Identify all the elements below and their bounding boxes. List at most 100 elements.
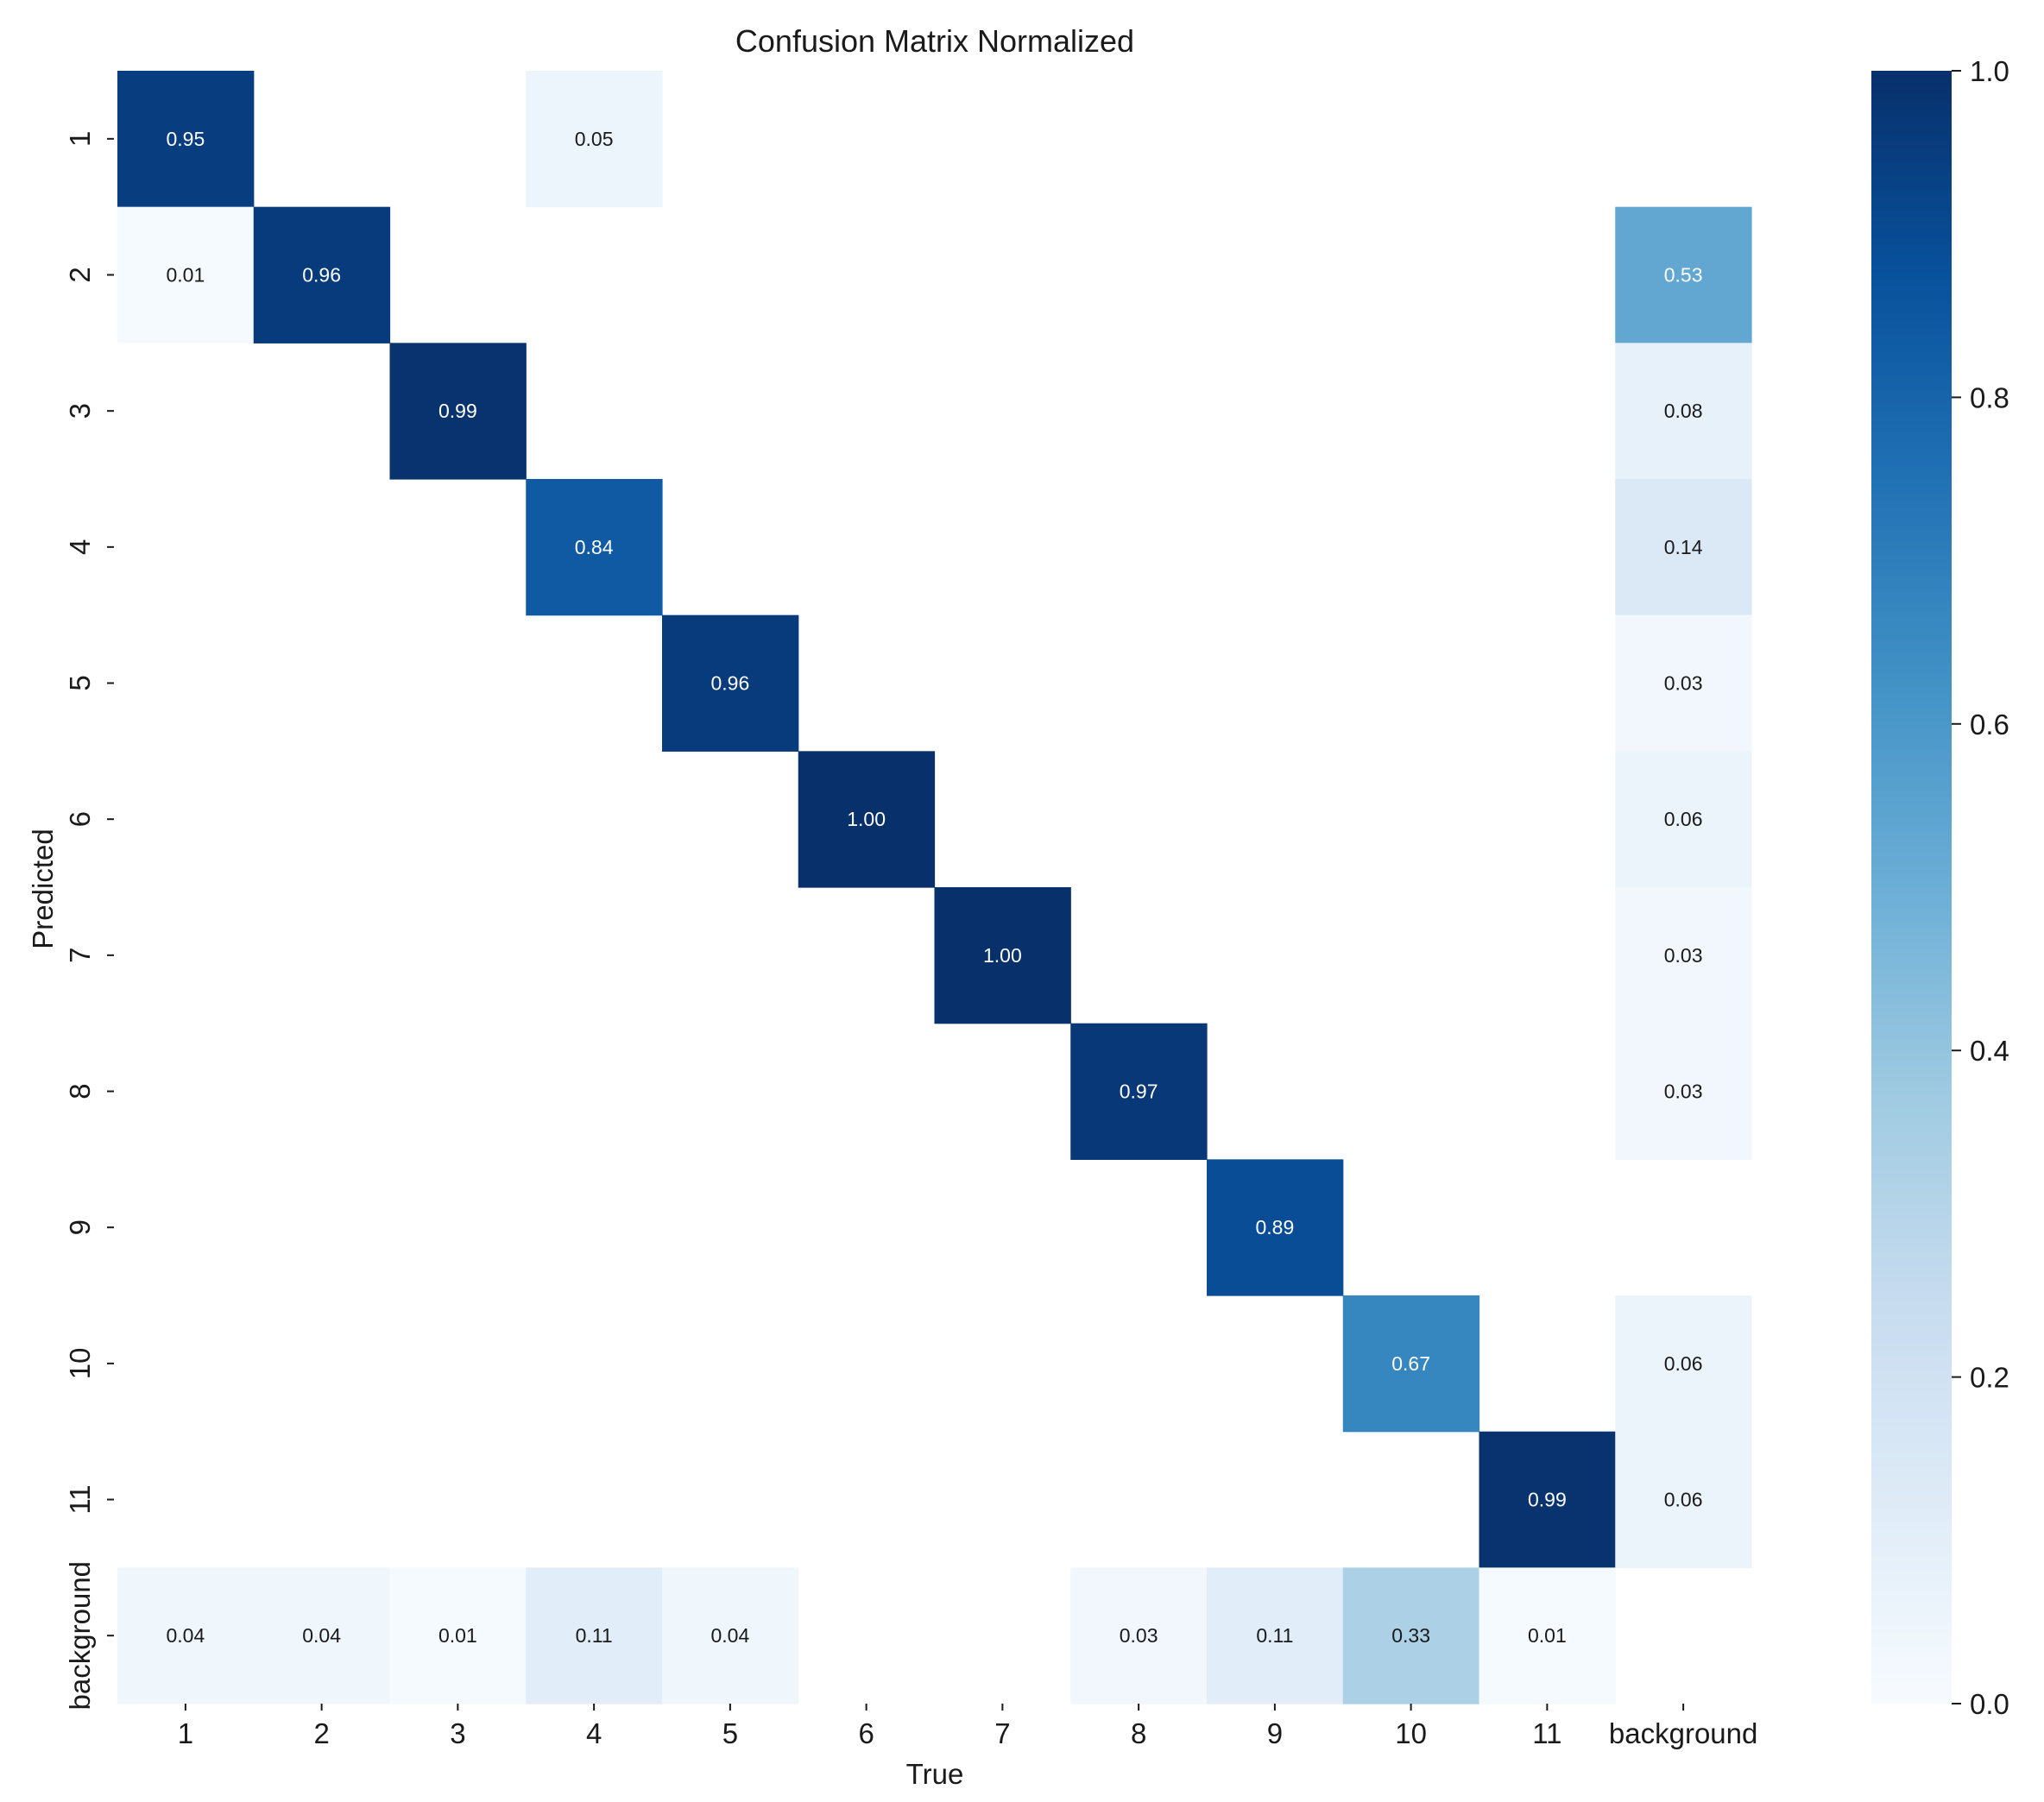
y-tick-label: 3 xyxy=(64,403,96,419)
cell-value-label: 0.95 xyxy=(166,128,205,150)
cell-value-label: 0.01 xyxy=(166,264,205,287)
chart-title: Confusion Matrix Normalized xyxy=(735,23,1134,59)
cell-value-label: 0.67 xyxy=(1391,1352,1430,1375)
heatmap-cell xyxy=(662,1567,799,1704)
x-tick-label: 4 xyxy=(586,1717,602,1749)
heatmap-cell xyxy=(1070,1023,1208,1160)
heatmap-cell xyxy=(1207,1159,1344,1296)
cell-value-label: 0.04 xyxy=(302,1624,341,1647)
heatmap-cell xyxy=(1342,1567,1480,1704)
cell-value-label: 0.97 xyxy=(1120,1081,1158,1103)
colorbar-ticks: 0.0 0.2 0.4 0.6 0.8 1.0 xyxy=(1952,55,2009,1720)
heatmap-cell xyxy=(1342,1295,1480,1433)
cell-value-label: 0.84 xyxy=(575,536,614,558)
x-tick-label: 11 xyxy=(1532,1717,1561,1749)
x-axis-label: True xyxy=(906,1758,964,1790)
colorbar-tick-label: 1.0 xyxy=(1970,55,2009,87)
heatmap-cell xyxy=(253,1567,391,1704)
cell-value-label: 0.06 xyxy=(1664,1489,1703,1511)
x-tick-label: background xyxy=(1609,1717,1757,1749)
colorbar-tick-label: 0.6 xyxy=(1970,709,2009,740)
x-axis-ticks: 1 2 3 4 5 6 7 8 9 10 11 background xyxy=(178,1704,1757,1749)
cell-value-label: 0.06 xyxy=(1664,1352,1703,1375)
colorbar-tick-label: 0.8 xyxy=(1970,381,2009,413)
heatmap-cell xyxy=(253,206,391,343)
y-tick-label: background xyxy=(64,1561,96,1710)
x-tick-label: 1 xyxy=(178,1717,193,1749)
cell-value-label: 0.08 xyxy=(1664,400,1703,422)
heatmap-cell xyxy=(1615,479,1752,616)
heatmap-cell xyxy=(1615,206,1752,343)
cell-value-label: 0.96 xyxy=(710,672,749,695)
x-tick-label: 3 xyxy=(450,1717,465,1749)
heatmap-cell xyxy=(1479,1567,1616,1704)
cell-value-label: 0.11 xyxy=(576,1624,613,1647)
colorbar-tick-label: 0.2 xyxy=(1970,1362,2009,1394)
cell-value-label: 0.06 xyxy=(1664,808,1703,830)
heatmap-cell xyxy=(117,206,255,343)
y-tick-label: 10 xyxy=(64,1348,96,1380)
cell-value-label: 0.04 xyxy=(166,1624,205,1647)
heatmap-cell xyxy=(389,1567,527,1704)
colorbar-tick-label: 0.0 xyxy=(1970,1688,2009,1720)
cell-value-label: 0.01 xyxy=(438,1624,477,1647)
y-axis-ticks: 1 2 3 4 5 6 7 8 9 10 11 background xyxy=(64,131,114,1710)
cell-value-label: 0.01 xyxy=(1528,1624,1567,1647)
cell-value-label: 0.14 xyxy=(1664,536,1703,558)
heatmap-cell xyxy=(526,479,663,616)
x-tick-label: 2 xyxy=(313,1717,329,1749)
cell-value-label: 1.00 xyxy=(847,808,886,830)
cell-value-label: 0.05 xyxy=(575,128,614,150)
colorbar-tick-label: 0.4 xyxy=(1970,1035,2009,1067)
heatmap-cell xyxy=(1479,1431,1616,1568)
cell-value-label: 0.04 xyxy=(710,1624,749,1647)
x-tick-label: 10 xyxy=(1395,1717,1427,1749)
cell-value-label: 0.03 xyxy=(1664,672,1703,695)
heatmap-cells: 0.95 0.05 0.01 0.96 0.53 0.99 0.08 0.84 0.14 0.96… xyxy=(117,71,1752,1704)
heatmap-cell xyxy=(1207,1567,1344,1704)
heatmap-cell xyxy=(526,1567,663,1704)
heatmap-cell xyxy=(117,1567,255,1704)
y-tick-label: 1 xyxy=(64,131,96,147)
y-tick-label: 5 xyxy=(64,675,96,690)
heatmap-cell xyxy=(389,343,527,480)
heatmap-cell xyxy=(1070,1567,1208,1704)
heatmap-cell xyxy=(1615,1431,1752,1568)
heatmap-cell xyxy=(1615,614,1752,752)
y-tick-label: 9 xyxy=(64,1219,96,1235)
heatmap-cell xyxy=(1615,1295,1752,1433)
heatmap-cell xyxy=(934,887,1071,1024)
y-tick-label: 6 xyxy=(64,811,96,827)
y-tick-label: 2 xyxy=(64,267,96,282)
cell-value-label: 0.03 xyxy=(1664,944,1703,967)
x-tick-label: 9 xyxy=(1267,1717,1283,1749)
x-tick-label: 7 xyxy=(994,1717,1010,1749)
cell-value-label: 1.00 xyxy=(983,944,1022,967)
cell-value-label: 0.89 xyxy=(1255,1216,1294,1238)
y-tick-label: 4 xyxy=(64,539,96,555)
heatmap-cell xyxy=(1615,887,1752,1024)
x-tick-label: 6 xyxy=(858,1717,874,1749)
cell-value-label: 0.99 xyxy=(438,400,477,422)
heatmap-cell xyxy=(1615,343,1752,480)
heatmap-cell xyxy=(526,71,663,208)
cell-value-label: 0.53 xyxy=(1664,264,1703,287)
cell-value-label: 0.96 xyxy=(302,264,341,287)
heatmap-cell xyxy=(798,751,936,888)
cell-value-label: 0.99 xyxy=(1528,1489,1567,1511)
y-tick-label: 11 xyxy=(64,1484,96,1514)
heatmap-cell xyxy=(1615,1023,1752,1160)
x-tick-label: 5 xyxy=(722,1717,738,1749)
heatmap-cell xyxy=(662,614,799,752)
cell-value-label: 0.11 xyxy=(1256,1624,1293,1647)
cell-value-label: 0.03 xyxy=(1120,1624,1158,1647)
colorbar xyxy=(1871,71,1952,1704)
x-tick-label: 8 xyxy=(1131,1717,1146,1749)
y-tick-label: 8 xyxy=(64,1083,96,1099)
y-tick-label: 7 xyxy=(64,948,96,963)
heatmap-cell xyxy=(1615,751,1752,888)
heatmap-cell xyxy=(117,71,255,208)
cell-value-label: 0.33 xyxy=(1391,1624,1430,1647)
cell-value-label: 0.03 xyxy=(1664,1081,1703,1103)
